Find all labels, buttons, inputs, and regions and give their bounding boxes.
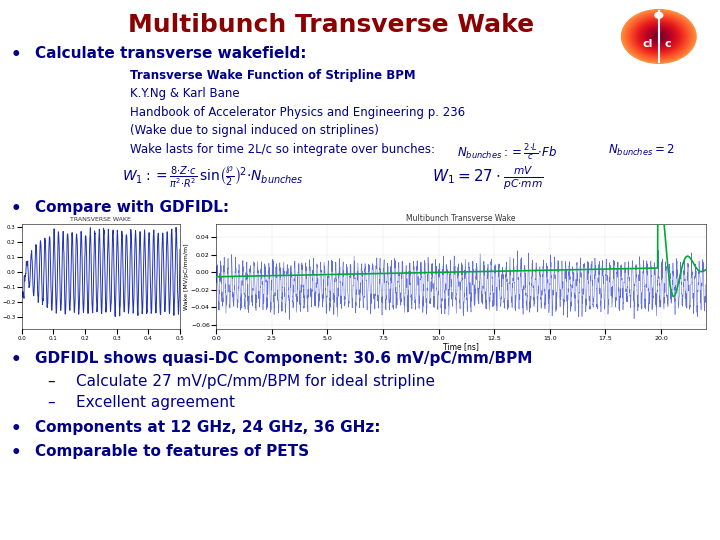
Text: $N_{bunches} := \frac{2{\cdot}L}{c}{\cdot}Fb$: $N_{bunches} := \frac{2{\cdot}L}{c}{\cdo… (457, 143, 557, 163)
Circle shape (646, 28, 672, 45)
Circle shape (639, 22, 678, 51)
Text: •: • (11, 444, 22, 462)
Circle shape (655, 12, 662, 18)
Text: K.Y.Ng & Karl Bane: K.Y.Ng & Karl Bane (130, 87, 239, 100)
Text: Comparable to features of PETS: Comparable to features of PETS (35, 444, 309, 459)
Text: Components at 12 GHz, 24 GHz, 36 GHz:: Components at 12 GHz, 24 GHz, 36 GHz: (35, 420, 380, 435)
Circle shape (641, 24, 677, 49)
Text: GDFIDL shows quasi-DC Component: 30.6 mV/pC/mm/BPM: GDFIDL shows quasi-DC Component: 30.6 mV… (35, 351, 532, 366)
Title: Multibunch Transverse Wake: Multibunch Transverse Wake (406, 214, 516, 224)
Text: •: • (11, 200, 22, 218)
Text: Calculate transverse wakefield:: Calculate transverse wakefield: (35, 46, 306, 61)
Circle shape (648, 29, 670, 44)
Circle shape (636, 20, 682, 53)
Circle shape (632, 17, 685, 56)
Text: c: c (665, 38, 671, 49)
Text: (Wake due to signal induced on striplines): (Wake due to signal induced on stripline… (130, 124, 379, 137)
Text: •: • (11, 351, 22, 369)
Text: Transverse Wake Function of Stripline BPM: Transverse Wake Function of Stripline BP… (130, 69, 415, 82)
Circle shape (621, 10, 696, 63)
Circle shape (634, 18, 684, 55)
Circle shape (653, 32, 665, 40)
Circle shape (625, 12, 693, 60)
Title: TRANSVERSE WAKE: TRANSVERSE WAKE (71, 217, 131, 222)
Circle shape (644, 26, 673, 47)
Circle shape (642, 25, 675, 48)
Text: $N_{bunches} = 2$: $N_{bunches} = 2$ (608, 143, 675, 158)
Circle shape (624, 11, 694, 62)
Y-axis label: Wake [MV/pC/mm/m]: Wake [MV/pC/mm/m] (184, 244, 189, 310)
Text: –: – (47, 395, 55, 410)
Text: •: • (11, 420, 22, 438)
Text: cl: cl (642, 38, 653, 49)
Text: Excellent agreement: Excellent agreement (76, 395, 235, 410)
Circle shape (627, 14, 690, 59)
Text: Wake lasts for time 2L/c so integrate over bunches:: Wake lasts for time 2L/c so integrate ov… (130, 143, 435, 156)
Text: –: – (47, 374, 55, 389)
Circle shape (649, 30, 668, 43)
Text: $W_1 := \frac{8{\cdot}Z{\cdot}c}{\pi^2{\cdot}R^2}\,\sin\!\left(\frac{\wp}{2}\rig: $W_1 := \frac{8{\cdot}Z{\cdot}c}{\pi^2{\… (122, 165, 304, 191)
Circle shape (630, 16, 688, 57)
X-axis label: Time [ns]: Time [ns] (443, 342, 479, 351)
Circle shape (637, 21, 680, 52)
Text: Compare with GDFIDL:: Compare with GDFIDL: (35, 200, 229, 215)
Circle shape (652, 31, 666, 42)
Text: •: • (11, 46, 22, 64)
Text: Multibunch Transverse Wake: Multibunch Transverse Wake (128, 14, 534, 37)
Text: Calculate 27 mV/pC/mm/BPM for ideal stripline: Calculate 27 mV/pC/mm/BPM for ideal stri… (76, 374, 435, 389)
Circle shape (629, 15, 689, 58)
Text: $W_1 = 27\cdot\frac{mV}{pC{\cdot}mm}$: $W_1 = 27\cdot\frac{mV}{pC{\cdot}mm}$ (432, 165, 544, 192)
Circle shape (655, 33, 662, 39)
Text: Handbook of Accelerator Physics and Engineering p. 236: Handbook of Accelerator Physics and Engi… (130, 106, 464, 119)
